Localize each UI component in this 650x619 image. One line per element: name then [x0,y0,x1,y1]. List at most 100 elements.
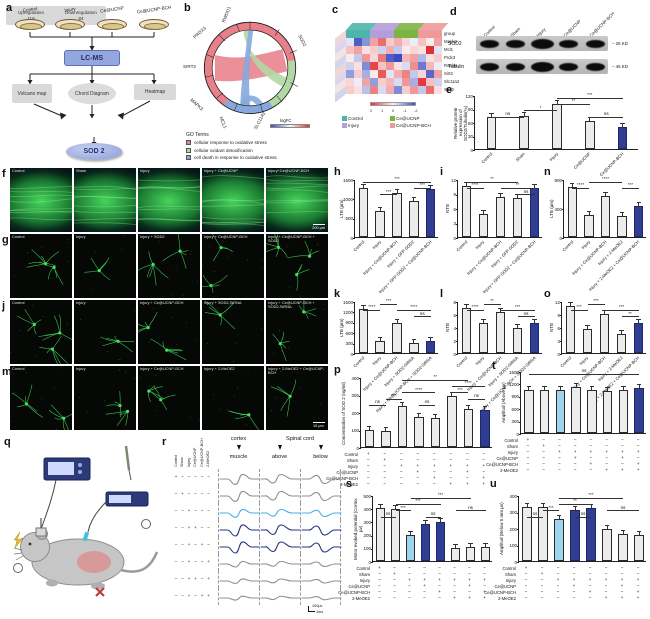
error-bar [638,319,639,323]
waveform [300,486,342,503]
y-tick-label: 600 [345,330,353,336]
treatment-sign: − [524,596,528,601]
error-bar [587,325,588,329]
significance-label: ns [419,310,425,316]
error-bar-cap [408,530,413,532]
bar [634,387,644,433]
error-bar-cap [620,123,625,125]
treatment-sign: − [557,438,561,443]
y-tick-label: 100 [363,546,371,552]
lcms-box: LC-MS [64,50,120,66]
treatment-sign: − [468,590,471,595]
y-tick [518,396,521,398]
error-bar [500,308,501,313]
neuron-fluorescence [268,370,321,429]
treatment-sign: + [423,578,426,583]
error-bar [484,406,486,410]
y-tick-label: 0 [514,559,517,565]
waveform [259,486,301,503]
significance-label: *** [415,498,421,504]
rat-electrophysiology-illustration [13,445,159,597]
y-tick [358,395,361,397]
panel-r-waveforms: Control Sham Injury Ce@UCNP Ce@UCNP-BCH 2-MeO… [160,436,346,618]
error-bar [591,386,593,391]
error-bar [523,112,525,116]
y-tick [358,430,361,432]
treatment-sign: + [468,584,471,589]
treatment-sign: − [620,590,624,595]
treatment-sign: + [604,578,608,583]
condition-sign: − [200,525,204,531]
bar [529,187,540,237]
condition-sign: − [194,491,197,497]
error-bar [544,386,546,390]
treatment-label: Sham [505,572,516,577]
significance-label: ns [474,392,479,398]
error-bar-cap [416,413,421,415]
error-bar [574,506,576,510]
y-tick [455,315,458,316]
treatment-sign: − [604,566,608,571]
neuron-fluorescence [140,366,200,421]
error-bar [622,386,624,390]
error-bar-cap [489,112,494,114]
condition-sign: − [200,559,204,565]
treatment-sign: − [620,462,624,467]
micro-image: Control [10,168,72,232]
treatment-sign: + [483,596,486,601]
panel-letter-n: n [544,166,551,178]
significance-label: *** [593,298,599,304]
bar [392,322,402,353]
micro-image-label: Injury [76,234,86,239]
bar [478,213,489,237]
treatment-sign: + [524,566,528,571]
treatment-sign: − [524,572,528,577]
significance-line [572,188,589,190]
error-bar-cap [468,543,473,544]
y-tick-label: 800 [554,177,562,183]
error-bar-cap [394,318,400,320]
y-tick [472,123,475,124]
heatmap-cell [434,86,442,94]
waveform [259,554,301,571]
bar [634,534,644,561]
panel-c-heatmap: group Mapk3 Mcl1 Prdx3 Rwdd1 Sirt2 Slc11a2 Sod2… [332,8,459,164]
condition-sign: − [194,508,197,514]
condition-sign: + [187,508,191,514]
treatment-sign: − [540,566,544,571]
bar [481,547,490,561]
bar [586,508,596,561]
treatment-sign: + [399,464,403,469]
molecular-weight-marker: – 25 KD [612,41,628,46]
micro-image: Injury + 2-MeOE2 + Ce@UCNP-BCH 10 µm [266,366,328,430]
heatmap-cell [378,70,386,78]
treatment-sign: + [636,468,640,473]
significance-line [524,110,557,112]
micro-image-label: Injury + Ce@UCNP-BCH [140,366,184,371]
treatment-sign: − [453,572,456,577]
panel-letter-t: t [492,360,496,372]
y-tick-label: 500 [363,493,371,499]
bar [425,188,436,237]
error-bar-cap [383,427,388,429]
y-tick [518,409,521,411]
heatmap-cell [346,70,354,78]
treatment-sign: + [573,456,577,461]
error-bar [380,504,381,509]
y-tick [455,223,458,225]
treatment-sign: − [556,584,560,589]
treatment-sign: − [423,572,426,577]
bar [381,431,391,447]
heatmap-cell [346,54,354,62]
x-axis-label: Injury [578,355,590,367]
treatment-label: Injury [507,450,518,455]
y-tick-label: 600 [511,406,519,412]
heatmap-cell [354,62,362,70]
error-bar-cap [466,404,471,406]
treatment-sign: + [468,578,471,583]
x-axis-label: Control [352,239,366,253]
treatment-sign: + [605,468,609,473]
heatmap-row-label: group [444,31,455,36]
error-bar [483,210,484,214]
legend-label: cellular response to oxidative stress [194,140,267,145]
